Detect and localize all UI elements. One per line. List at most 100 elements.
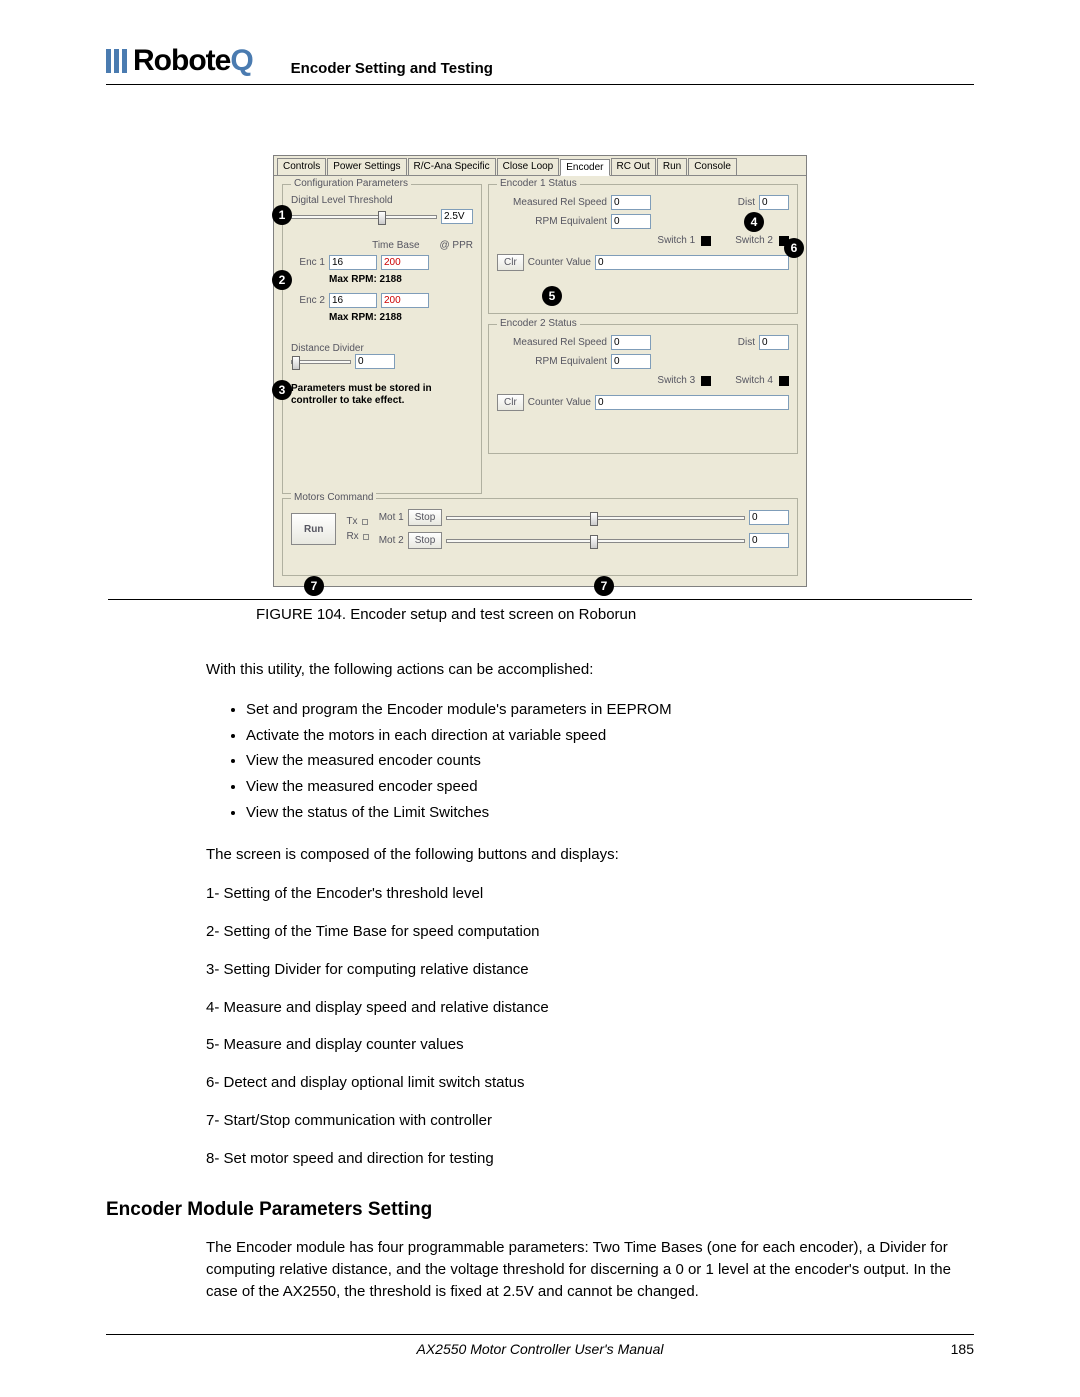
enc2-dist-value: 0 bbox=[759, 335, 789, 350]
callout-3: 3 bbox=[272, 380, 292, 400]
callout-7b: 7 bbox=[594, 576, 614, 596]
dialog-body: Configuration Parameters Digital Level T… bbox=[274, 176, 806, 498]
rx-indicator-icon bbox=[363, 534, 369, 540]
enc2-sw4-label: Switch 4 bbox=[735, 375, 773, 386]
mot2-value: 0 bbox=[749, 533, 789, 548]
enc2-status-title: Encoder 2 Status bbox=[497, 318, 580, 329]
mot2-label: Mot 2 bbox=[379, 535, 404, 546]
enc2-dist-label: Dist bbox=[738, 337, 755, 348]
body-text: With this utility, the following actions… bbox=[206, 659, 974, 1169]
enc1-counter-label: Counter Value bbox=[528, 257, 591, 268]
enc1-status-title: Encoder 1 Status bbox=[497, 178, 580, 189]
enc1-maxrpm: Max RPM: 2188 bbox=[329, 274, 473, 285]
num-item: 8- Set motor speed and direction for tes… bbox=[206, 1148, 974, 1170]
config-title: Configuration Parameters bbox=[291, 178, 411, 189]
mot1-stop-button[interactable]: Stop bbox=[408, 509, 443, 526]
enc1-sw2-label: Switch 2 bbox=[735, 235, 773, 246]
tab-run[interactable]: Run bbox=[657, 158, 687, 175]
section-title: Encoder Setting and Testing bbox=[291, 60, 493, 77]
enc1-timebase-input[interactable]: 16 bbox=[329, 255, 377, 270]
page-number: 185 bbox=[951, 1341, 974, 1357]
tab-encoder[interactable]: Encoder bbox=[560, 159, 609, 176]
divider-slider[interactable] bbox=[291, 360, 351, 364]
num-item: 5- Measure and display counter values bbox=[206, 1034, 974, 1056]
mot2-stop-button[interactable]: Stop bbox=[408, 532, 443, 549]
figure-area: Controls Power Settings R/C-Ana Specific… bbox=[106, 155, 974, 623]
tx-label: Tx bbox=[346, 516, 357, 527]
page-footer: AX2550 Motor Controller User's Manual 18… bbox=[106, 1334, 974, 1357]
enc2-timebase-input[interactable]: 16 bbox=[329, 293, 377, 308]
switch4-indicator-icon bbox=[779, 376, 789, 386]
enc1-dist-label: Dist bbox=[738, 197, 755, 208]
logo-main: Robote bbox=[133, 44, 230, 77]
section-heading: Encoder Module Parameters Setting bbox=[106, 1199, 974, 1221]
enc2-counter-label: Counter Value bbox=[528, 397, 591, 408]
tab-bar: Controls Power Settings R/C-Ana Specific… bbox=[274, 156, 806, 176]
mot1-label: Mot 1 bbox=[379, 512, 404, 523]
enc2-mrs-value: 0 bbox=[611, 335, 651, 350]
enc2-status-groupbox: Encoder 2 Status Measured Rel Speed 0 Di… bbox=[488, 324, 798, 454]
enc2-mrs-label: Measured Rel Speed bbox=[497, 337, 607, 348]
logo-bars-icon bbox=[106, 49, 127, 73]
page-header: RoboteQ Encoder Setting and Testing bbox=[106, 44, 974, 85]
figure-caption: FIGURE 104. Encoder setup and test scree… bbox=[256, 606, 974, 623]
tab-console[interactable]: Console bbox=[688, 158, 737, 175]
logo-q: Q bbox=[230, 44, 252, 77]
config-groupbox: Configuration Parameters Digital Level T… bbox=[282, 184, 482, 494]
bullet-item: View the status of the Limit Switches bbox=[246, 802, 974, 824]
bullet-item: Set and program the Encoder module's par… bbox=[246, 699, 974, 721]
compose-text: The screen is composed of the following … bbox=[206, 844, 974, 866]
mot2-slider[interactable] bbox=[446, 539, 745, 543]
callout-2: 2 bbox=[272, 270, 292, 290]
enc1-ppr-input[interactable]: 200 bbox=[381, 255, 429, 270]
switch1-indicator-icon bbox=[701, 236, 711, 246]
figure-rule bbox=[108, 599, 972, 600]
num-item: 2- Setting of the Time Base for speed co… bbox=[206, 921, 974, 943]
enc1-clr-button[interactable]: Clr bbox=[497, 254, 524, 271]
time-base-label: Time Base bbox=[372, 240, 419, 251]
motors-groupbox: Motors Command Run Tx Rx bbox=[282, 498, 798, 576]
enc1-status-groupbox: Encoder 1 Status Measured Rel Speed 0 Di… bbox=[488, 184, 798, 314]
logo-text: RoboteQ bbox=[133, 44, 253, 78]
callout-1: 1 bbox=[272, 205, 292, 225]
callout-7a: 7 bbox=[304, 576, 324, 596]
threshold-slider[interactable] bbox=[291, 215, 437, 219]
tx-indicator-icon bbox=[362, 519, 368, 525]
run-button[interactable]: Run bbox=[291, 513, 336, 545]
enc2-sw3-label: Switch 3 bbox=[657, 375, 695, 386]
tab-rc-out[interactable]: RC Out bbox=[611, 158, 656, 175]
tab-controls[interactable]: Controls bbox=[277, 158, 326, 175]
enc1-mrs-label: Measured Rel Speed bbox=[497, 197, 607, 208]
enc1-mrs-value: 0 bbox=[611, 195, 651, 210]
num-item: 7- Start/Stop communication with control… bbox=[206, 1110, 974, 1132]
enc2-label: Enc 2 bbox=[291, 295, 325, 306]
enc2-rpm-value: 0 bbox=[611, 354, 651, 369]
section-para: The Encoder module has four programmable… bbox=[206, 1237, 974, 1302]
bullet-item: View the measured encoder speed bbox=[246, 776, 974, 798]
enc2-maxrpm: Max RPM: 2188 bbox=[329, 312, 473, 323]
tab-close-loop[interactable]: Close Loop bbox=[497, 158, 560, 175]
tab-power-settings[interactable]: Power Settings bbox=[327, 158, 406, 175]
enc1-dist-value: 0 bbox=[759, 195, 789, 210]
logo: RoboteQ bbox=[106, 44, 253, 78]
numbered-list: 1- Setting of the Encoder's threshold le… bbox=[206, 883, 974, 1169]
enc2-clr-button[interactable]: Clr bbox=[497, 394, 524, 411]
rx-label: Rx bbox=[346, 531, 358, 542]
num-item: 1- Setting of the Encoder's threshold le… bbox=[206, 883, 974, 905]
section-body: The Encoder module has four programmable… bbox=[206, 1237, 974, 1302]
divider-value: 0 bbox=[355, 354, 395, 369]
mot1-value: 0 bbox=[749, 510, 789, 525]
enc1-rpm-label: RPM Equivalent bbox=[497, 216, 607, 227]
enc2-counter-value: 0 bbox=[595, 395, 789, 410]
enc1-counter-value: 0 bbox=[595, 255, 789, 270]
threshold-value: 2.5V bbox=[441, 209, 473, 224]
manual-title: AX2550 Motor Controller User's Manual bbox=[416, 1341, 663, 1357]
enc1-rpm-value: 0 bbox=[611, 214, 651, 229]
roborun-dialog: Controls Power Settings R/C-Ana Specific… bbox=[273, 155, 807, 587]
enc2-ppr-input[interactable]: 200 bbox=[381, 293, 429, 308]
switch3-indicator-icon bbox=[701, 376, 711, 386]
callout-6: 6 bbox=[784, 238, 804, 258]
tab-rc-ana[interactable]: R/C-Ana Specific bbox=[408, 158, 496, 175]
mot1-slider[interactable] bbox=[446, 516, 745, 520]
enc1-sw1-label: Switch 1 bbox=[657, 235, 695, 246]
